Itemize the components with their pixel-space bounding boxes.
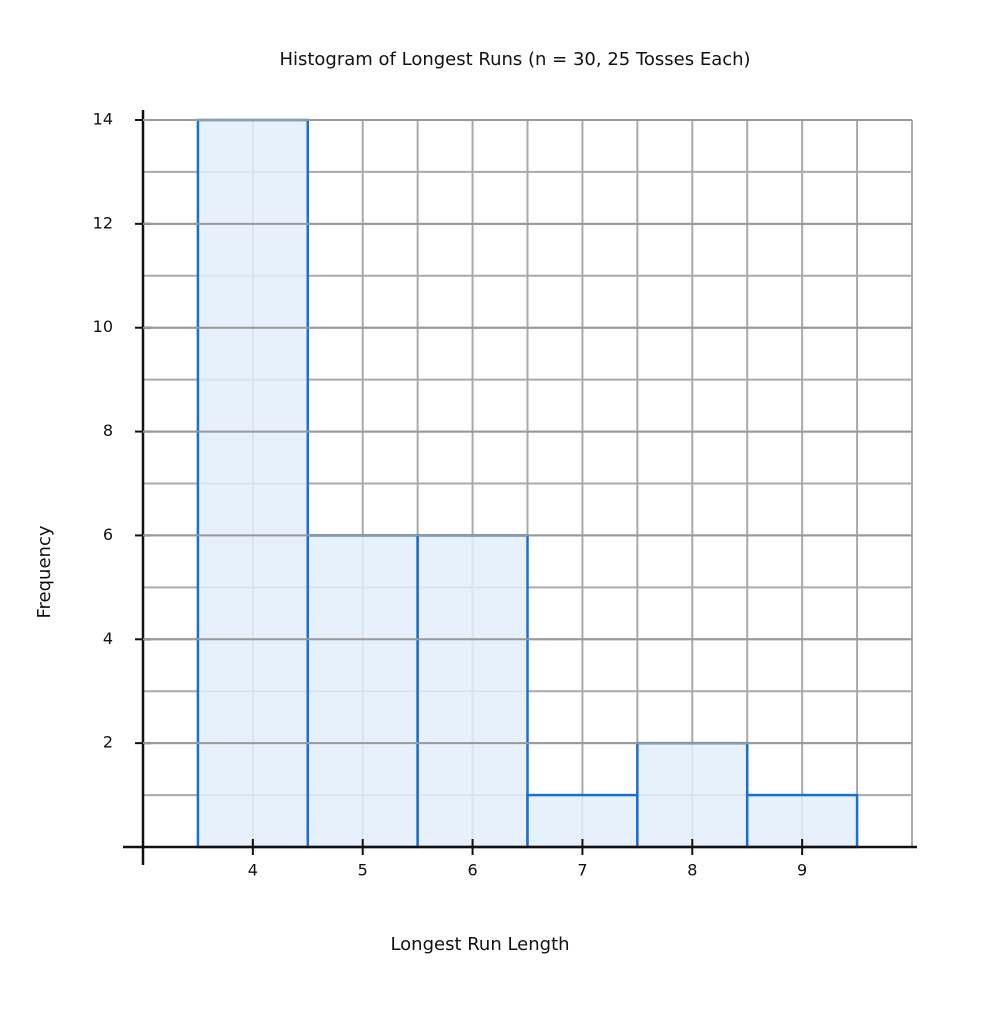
y-tick-label: 8 [103,421,113,440]
bar [196,118,310,849]
x-axis-label: Longest Run Length [390,934,569,955]
y-tick-label: 4 [103,629,113,648]
y-tick-label: 14 [93,110,113,129]
x-tick-label: 8 [687,861,697,880]
y-axis-label: Frequency [34,525,55,618]
y-tick-label: 2 [103,733,113,752]
y-tick-label: 6 [103,525,113,544]
x-tick-label: 7 [577,861,587,880]
y-tick-label: 12 [93,213,113,232]
x-tick-label: 9 [797,861,807,880]
bar [636,741,749,849]
x-tick-label: 5 [358,861,368,880]
y-tick-label: 10 [93,317,113,336]
x-tick-label: 6 [467,861,477,880]
bar [306,534,419,849]
x-tick-label: 4 [248,861,258,880]
bar [416,534,529,849]
chart-title: Histogram of Longest Runs (n = 30, 25 To… [279,49,750,70]
bar [526,793,639,849]
